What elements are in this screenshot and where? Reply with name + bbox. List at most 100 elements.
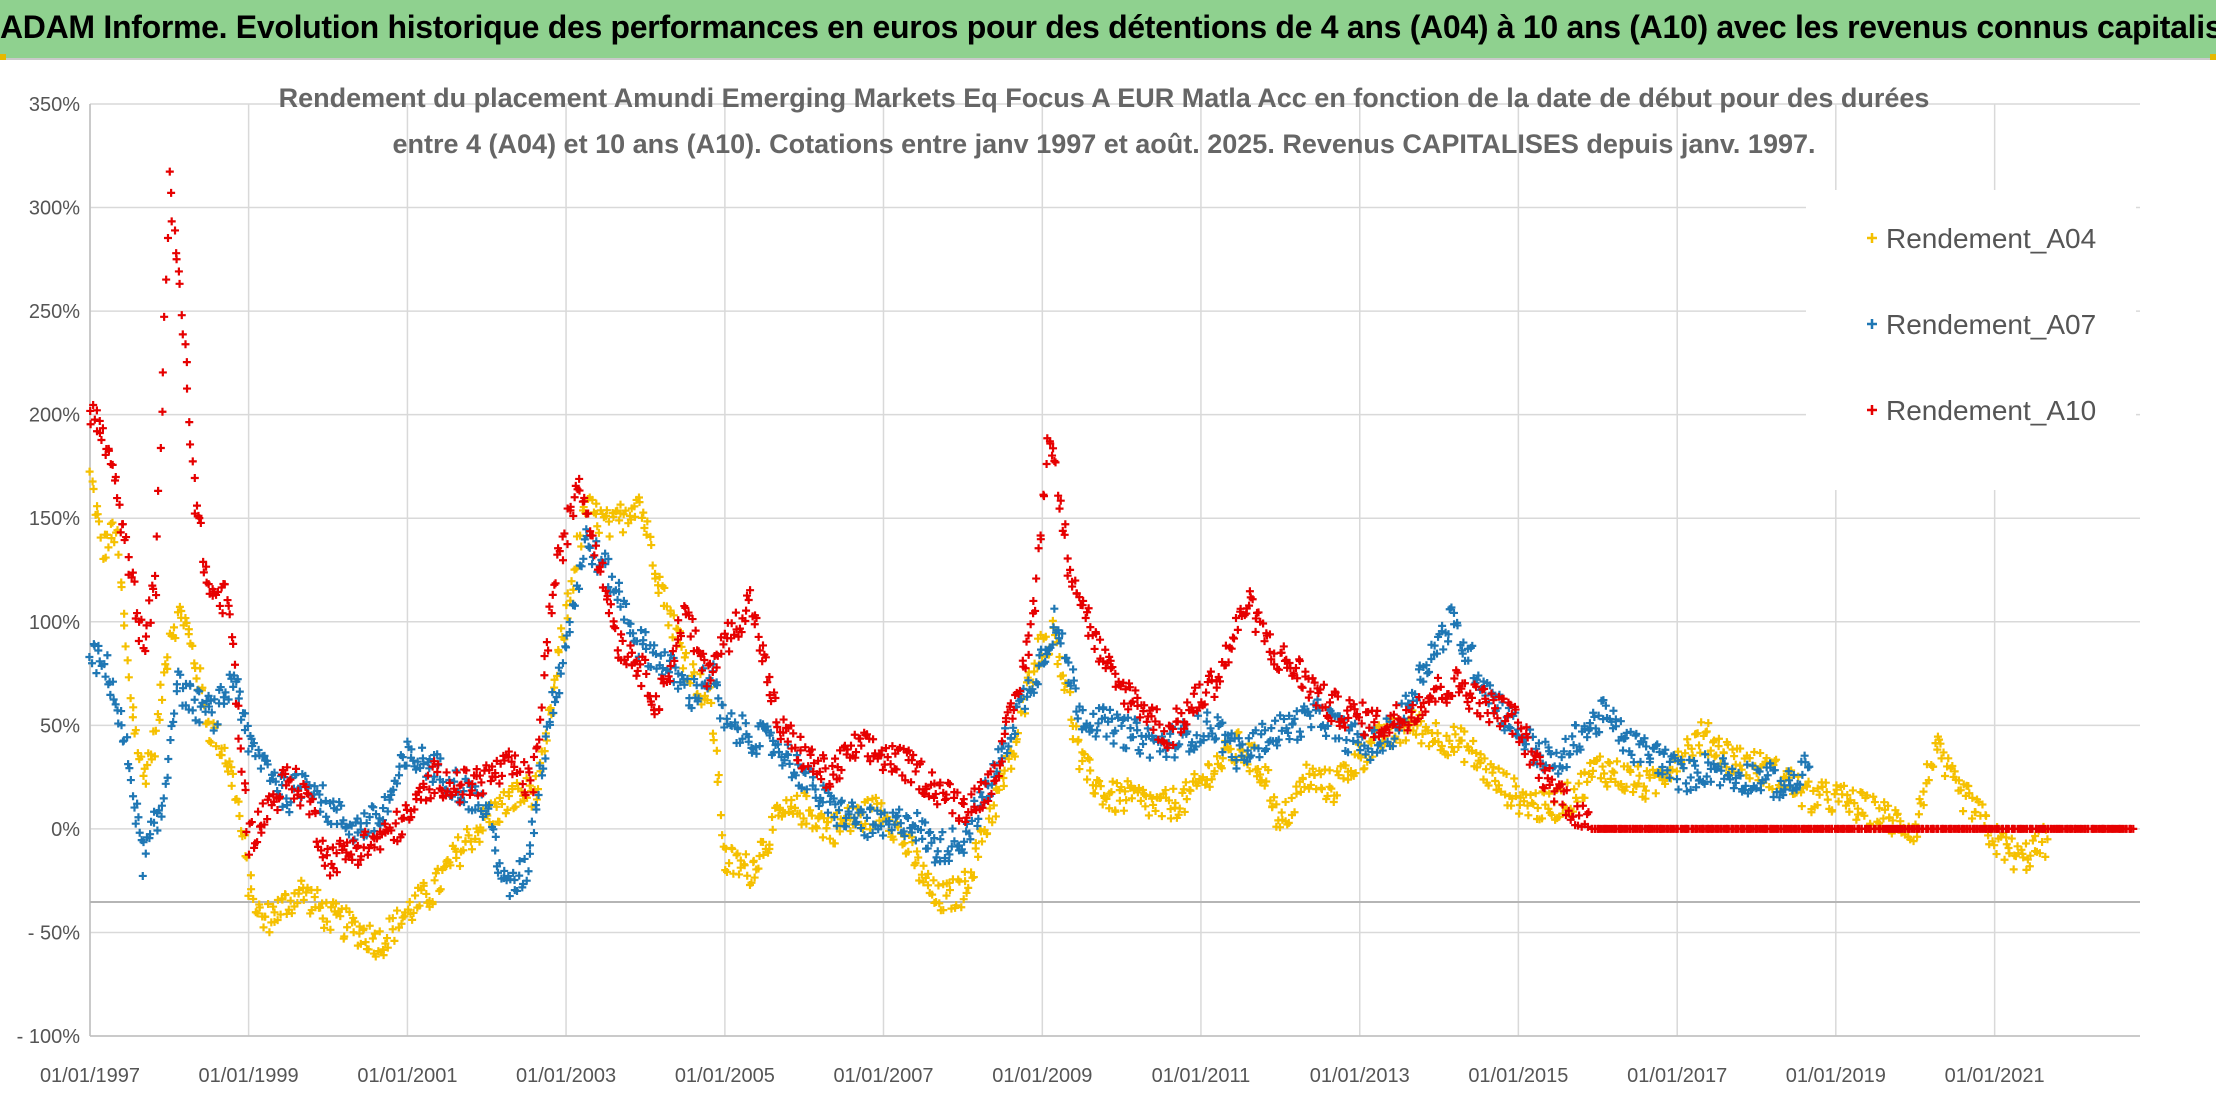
data-point [584,542,593,551]
data-point [164,754,173,763]
data-point [750,620,759,629]
data-point [1745,754,1754,763]
data-point [714,694,723,703]
data-point [116,528,125,537]
data-point [1761,775,1770,784]
data-point [1003,708,1012,717]
data-point [1830,790,1839,799]
data-point [1465,704,1474,713]
data-point [967,790,976,799]
data-point [674,684,683,693]
data-point [342,848,351,857]
data-point [962,888,971,897]
data-point [1982,811,1991,820]
data-point [730,630,739,639]
data-point [141,647,150,656]
data-point [841,822,850,831]
data-point [632,637,641,646]
data-point [1590,712,1599,721]
data-point [1654,769,1663,778]
data-point [281,769,290,778]
data-point [604,517,613,526]
data-point [397,919,406,928]
data-point [1049,444,1058,453]
data-point [236,744,245,753]
data-point [890,820,899,829]
data-point [835,827,844,836]
data-point [1058,629,1067,638]
data-point [1374,721,1383,730]
data-point [575,486,584,495]
data-point [2005,849,2014,858]
data-point [783,737,792,746]
data-point [806,750,815,759]
data-point [410,805,419,814]
data-point [784,808,793,817]
data-point [1665,757,1674,766]
data-point [646,532,655,541]
data-point [967,808,976,817]
data-point [1543,774,1552,783]
data-point [1584,808,1593,817]
legend-label: Rendement_A10 [1886,395,2096,426]
data-point [904,847,913,856]
data-point [911,858,920,867]
y-tick-label: 50% [40,715,80,737]
data-point [1540,784,1549,793]
data-point [637,626,646,635]
data-point [1682,779,1691,788]
data-point [126,776,135,785]
data-point [347,821,356,830]
data-point [1661,779,1670,788]
data-point [1642,742,1651,751]
data-point [1255,753,1264,762]
data-point [1351,719,1360,728]
data-point [244,850,253,859]
data-point [717,649,726,658]
data-point [1506,700,1515,709]
data-point [1156,747,1165,756]
data-point [1511,782,1520,791]
data-point [879,831,888,840]
data-point [497,800,506,809]
data-point [1073,714,1082,723]
data-point [1600,769,1609,778]
data-point [1195,680,1204,689]
data-point [1274,665,1283,674]
data-point [1301,667,1310,676]
data-point [1107,788,1116,797]
data-point [1601,701,1610,710]
data-point [829,794,838,803]
data-point [1090,789,1099,798]
data-point [759,850,768,859]
data-point [253,909,262,918]
data-point [687,703,696,712]
data-point [792,791,801,800]
data-point [1237,751,1246,760]
data-point [858,808,867,817]
data-point [500,756,509,765]
data-point [1919,787,1928,796]
data-point [1526,790,1535,799]
data-point [1523,733,1532,742]
data-point [1944,754,1953,763]
data-point [642,669,651,678]
data-point [1024,676,1033,685]
data-point [188,641,197,650]
data-point [700,656,709,665]
data-point [927,838,936,847]
data-point [260,820,269,829]
data-point [134,813,143,822]
data-point [837,796,846,805]
data-point [1682,787,1691,796]
data-point [712,663,721,672]
data-point [428,777,437,786]
data-point [1464,656,1473,665]
data-point [270,768,279,777]
data-point [725,859,734,868]
data-point [588,560,597,569]
data-point [1364,744,1373,753]
data-point [288,785,297,794]
data-point [735,738,744,747]
data-point [1230,634,1239,643]
